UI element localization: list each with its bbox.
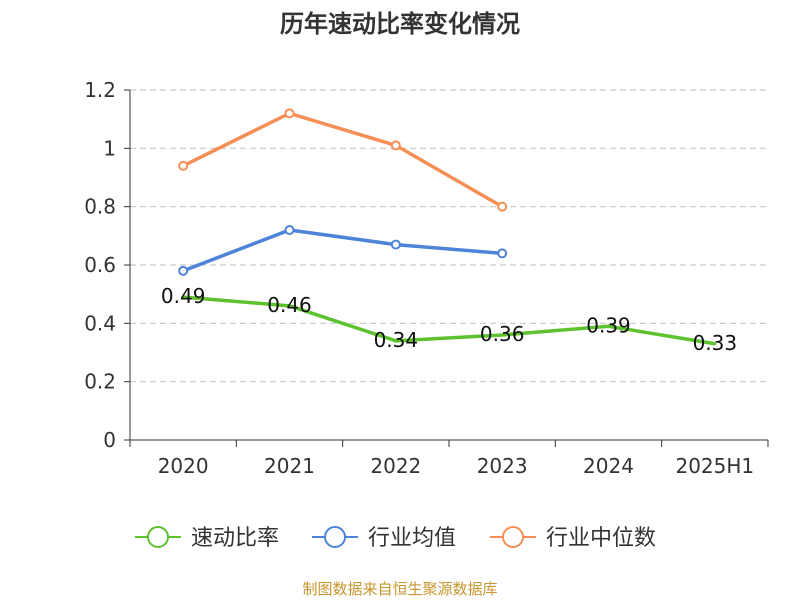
x-tick-label-1: 2021 — [264, 454, 315, 478]
source-note: 制图数据来自恒生聚源数据库 — [302, 580, 497, 598]
y-tick-label-0: 0 — [103, 428, 116, 452]
series-1-point-3 — [497, 248, 508, 259]
legend-marker-1 — [324, 526, 346, 548]
series-0-point-0 — [181, 295, 185, 299]
y-tick-label-3: 0.6 — [84, 253, 116, 277]
y-tick-label-2: 0.4 — [84, 311, 116, 335]
series-0-point-3 — [500, 333, 504, 337]
x-tick-label-2: 2022 — [370, 454, 421, 478]
x-tick-label-4: 2024 — [583, 454, 634, 478]
series-2-point-1 — [284, 108, 295, 119]
series-0-point-5 — [713, 342, 717, 346]
x-tick-label-0: 2020 — [158, 454, 209, 478]
series-1-point-2 — [390, 239, 401, 250]
series-0-point-4 — [607, 324, 610, 328]
data-label-5: 0.33 — [693, 331, 738, 355]
legend-label-2: 行业中位数 — [546, 526, 656, 551]
data-label-0: 0.49 — [161, 284, 206, 308]
y-tick-label-5: 1 — [103, 136, 116, 160]
legend-marker-2 — [502, 526, 524, 548]
legend: 速动比率 行业均值 行业中位数 — [135, 526, 656, 551]
data-label-1: 0.46 — [267, 293, 312, 317]
y-tick-label-4: 0.8 — [84, 195, 116, 219]
series-2-point-3 — [497, 201, 508, 212]
x-tick-label-3: 2023 — [477, 454, 528, 478]
series-1-point-1 — [284, 225, 295, 235]
data-labels: 0.49 0.46 0.34 0.36 0.39 0.33 — [161, 284, 737, 355]
data-label-2: 0.34 — [374, 328, 419, 352]
series-line-1 — [182, 228, 503, 273]
axes: 0 0.2 0.4 0.6 0.8 1 1.2 2020 2021 2022 2023 2024 202… — [84, 78, 769, 478]
series-2-point-2 — [390, 140, 401, 151]
y-tick-label-1: 0.2 — [84, 370, 116, 394]
legend-marker-0 — [147, 526, 169, 548]
legend-label-0: 速动比率 — [191, 526, 279, 551]
series-1-point-0 — [178, 265, 189, 276]
series-0-point-1 — [288, 304, 291, 308]
series-line-2 — [182, 111, 504, 209]
series-0-point-2 — [394, 339, 398, 343]
series-line-0 — [183, 295, 716, 346]
y-tick-label-6: 1.2 — [84, 78, 116, 102]
chart-title: 历年速动比率变化情况 — [280, 10, 520, 38]
series-layer — [178, 108, 717, 346]
x-tick-label-5: 2025H1 — [675, 454, 754, 478]
data-label-4: 0.39 — [586, 313, 631, 337]
gridlines — [130, 89, 768, 383]
data-label-3: 0.36 — [480, 322, 525, 346]
series-2-point-0 — [178, 160, 189, 171]
legend-label-1: 行业均值 — [368, 526, 456, 551]
